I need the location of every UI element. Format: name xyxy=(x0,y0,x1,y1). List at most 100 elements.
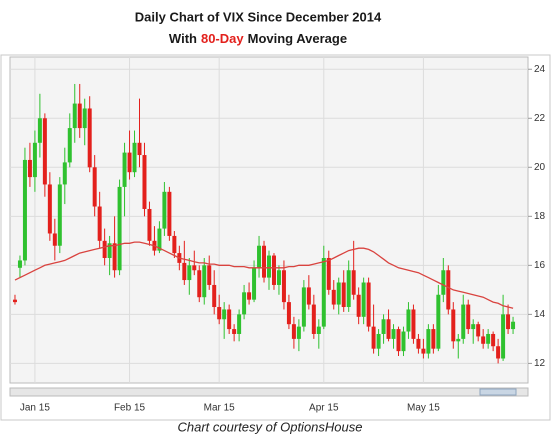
x-tick-label: May 15 xyxy=(407,403,440,414)
candle-body xyxy=(172,235,177,254)
candle-body xyxy=(67,128,72,163)
candle-body xyxy=(122,152,127,187)
candle-body xyxy=(491,333,496,347)
candle-body xyxy=(222,309,227,320)
candle-body xyxy=(306,287,311,305)
candle-body xyxy=(451,309,456,342)
candle-body xyxy=(42,118,47,185)
candle-body xyxy=(296,326,301,339)
y-tick-label: 22 xyxy=(534,113,546,124)
candle-body xyxy=(27,159,32,178)
candle-body xyxy=(466,304,471,330)
chart-title: Daily Chart of VIX Since December 2014 xyxy=(135,9,382,24)
candle-body xyxy=(361,282,366,317)
candle-body xyxy=(396,329,401,352)
candle-body xyxy=(391,329,396,339)
marks xyxy=(12,83,516,364)
candle-body xyxy=(426,329,431,354)
scrollbar-track[interactable] xyxy=(9,387,529,397)
candle-body xyxy=(401,331,406,352)
candle-body xyxy=(262,245,267,278)
candle-body xyxy=(257,245,262,268)
candle-body xyxy=(47,184,52,234)
candle-body xyxy=(72,103,77,129)
candle-body xyxy=(242,292,247,315)
candle-body xyxy=(506,314,511,330)
candle-body xyxy=(197,270,202,298)
candle-body xyxy=(22,159,27,261)
x-tick-label: Mar 15 xyxy=(204,403,236,414)
candle-body xyxy=(386,319,391,339)
y-tick-label: 12 xyxy=(534,358,546,369)
candle-body xyxy=(52,233,57,246)
candle-body xyxy=(212,284,217,308)
y-tick-label: 24 xyxy=(534,64,546,75)
moving-average-line xyxy=(14,241,514,309)
candle-body xyxy=(356,294,361,317)
candle-body xyxy=(281,270,286,303)
candle-body xyxy=(112,243,117,271)
candle-body xyxy=(371,326,376,349)
candle-body xyxy=(202,265,207,298)
candle-body xyxy=(346,270,351,308)
candle-body xyxy=(511,321,516,330)
candle-body xyxy=(227,309,232,330)
candle-body xyxy=(157,228,162,251)
candle-body xyxy=(406,309,411,332)
candle-body xyxy=(331,289,336,305)
candle-body xyxy=(321,257,326,327)
candle-body xyxy=(192,265,197,271)
candle-body xyxy=(336,282,341,305)
chart-subtitle: With 80-Day Moving Average xyxy=(169,31,347,46)
y-tick-label: 14 xyxy=(534,309,546,320)
candle-body xyxy=(286,302,291,325)
candle-body xyxy=(32,142,37,178)
candle-body xyxy=(411,309,416,339)
candle-body xyxy=(421,348,426,354)
candle-body xyxy=(456,338,461,342)
candle-body xyxy=(77,103,82,129)
candle-body xyxy=(471,324,476,330)
candle-body xyxy=(301,287,306,327)
x-tick-label: Feb 15 xyxy=(114,403,146,414)
candle-body xyxy=(481,336,486,344)
candle-body xyxy=(162,191,167,229)
candle-body xyxy=(87,108,92,168)
candle-body xyxy=(326,257,331,290)
grid xyxy=(10,57,532,383)
caption: Chart courtesy of OptionsHouse xyxy=(178,419,363,434)
candle-body xyxy=(37,118,42,143)
candle-body xyxy=(366,282,371,327)
candle-body xyxy=(276,270,281,285)
candle-body xyxy=(107,243,112,258)
candle-body xyxy=(57,184,62,246)
candle-body xyxy=(237,314,242,334)
candle-body xyxy=(271,255,276,285)
candle-body xyxy=(486,333,491,344)
candle-body xyxy=(441,270,446,295)
candle-body xyxy=(311,304,316,334)
y-tick-label: 18 xyxy=(534,211,546,222)
subtitle-text: With xyxy=(169,31,197,46)
candle-body xyxy=(62,162,67,185)
candle-body xyxy=(102,240,107,258)
candle-body xyxy=(12,299,17,303)
candle-body xyxy=(137,142,142,156)
candle-body xyxy=(127,152,132,173)
candle-body xyxy=(476,324,481,337)
candle-body xyxy=(132,142,137,173)
y-tick-label: 16 xyxy=(534,260,546,271)
candle-body xyxy=(341,282,346,308)
candle-body xyxy=(416,338,421,349)
candle-body xyxy=(436,294,441,349)
candle-body xyxy=(207,265,212,285)
subtitle-highlight: 80-Day xyxy=(201,31,244,46)
candle-body xyxy=(496,346,501,359)
candle-body xyxy=(316,326,321,334)
candle-body xyxy=(82,108,87,129)
candle-body xyxy=(291,324,296,339)
scrollbar-thumb[interactable] xyxy=(479,388,517,396)
candle-body xyxy=(431,329,436,349)
candle-body xyxy=(501,314,506,359)
